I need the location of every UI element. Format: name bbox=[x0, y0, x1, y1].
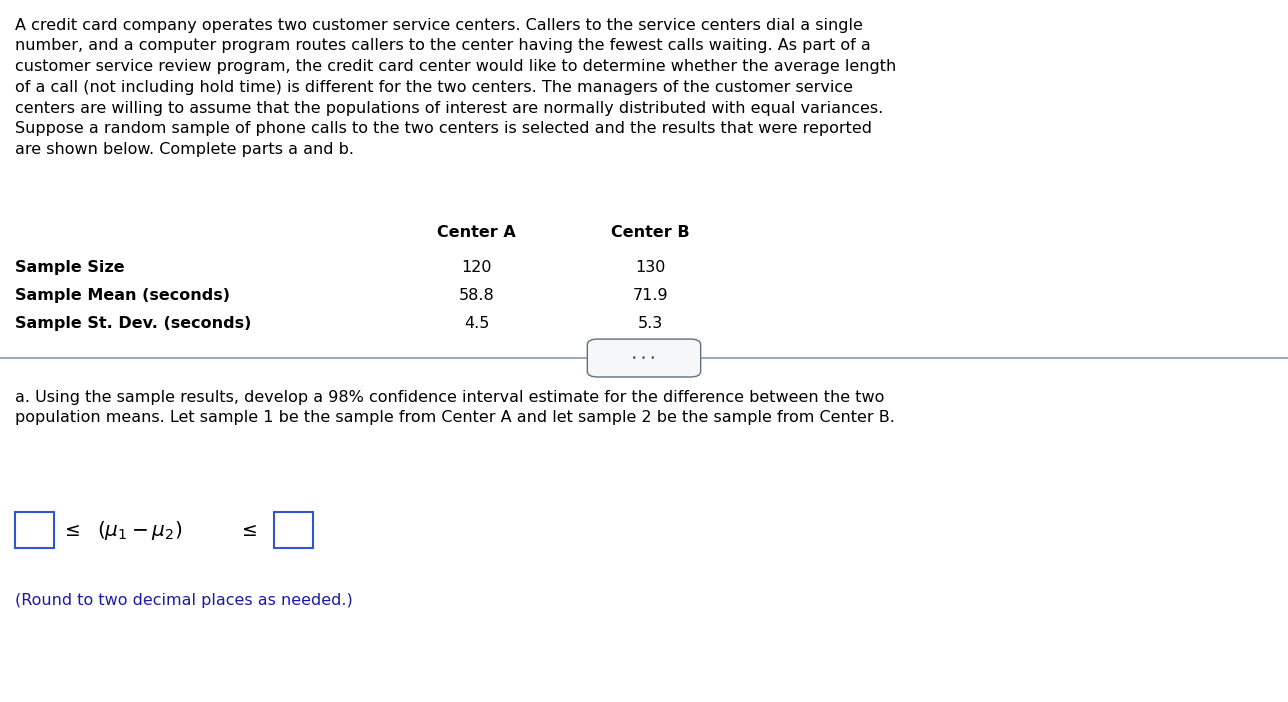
Text: Center A: Center A bbox=[437, 225, 516, 239]
Text: •  •  •: • • • bbox=[632, 354, 656, 362]
Text: Sample St. Dev. (seconds): Sample St. Dev. (seconds) bbox=[15, 316, 252, 331]
Text: $\leq$: $\leq$ bbox=[238, 520, 258, 540]
Text: 71.9: 71.9 bbox=[632, 288, 668, 303]
Text: Sample Mean (seconds): Sample Mean (seconds) bbox=[15, 288, 231, 303]
Text: 130: 130 bbox=[635, 260, 666, 274]
FancyBboxPatch shape bbox=[274, 512, 313, 548]
FancyBboxPatch shape bbox=[15, 512, 54, 548]
FancyBboxPatch shape bbox=[587, 339, 701, 377]
Text: $(\mu_1 - \mu_2)$: $(\mu_1 - \mu_2)$ bbox=[97, 519, 182, 541]
Text: $\leq$: $\leq$ bbox=[61, 520, 80, 540]
Text: 4.5: 4.5 bbox=[464, 316, 489, 331]
Text: 120: 120 bbox=[461, 260, 492, 274]
Text: A credit card company operates two customer service centers. Callers to the serv: A credit card company operates two custo… bbox=[15, 18, 896, 157]
Text: 58.8: 58.8 bbox=[459, 288, 495, 303]
Text: Center B: Center B bbox=[611, 225, 690, 239]
Text: Sample Size: Sample Size bbox=[15, 260, 125, 274]
Text: 5.3: 5.3 bbox=[638, 316, 663, 331]
Text: (Round to two decimal places as needed.): (Round to two decimal places as needed.) bbox=[15, 593, 353, 608]
Text: a. Using the sample results, develop a 98% confidence interval estimate for the : a. Using the sample results, develop a 9… bbox=[15, 390, 895, 425]
